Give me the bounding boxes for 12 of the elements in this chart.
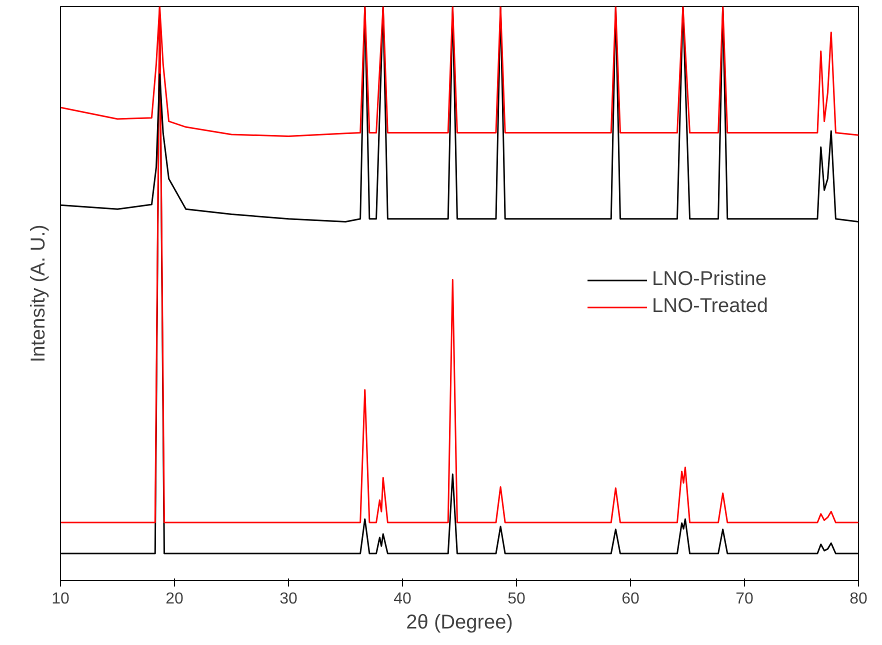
x-tick-label: 30: [280, 590, 298, 608]
y-axis-title: Intensity (A. U.): [28, 224, 50, 362]
x-tick-label: 40: [394, 590, 412, 608]
x-tick-label: 50: [508, 590, 526, 608]
x-tick-label: 80: [850, 590, 868, 608]
legend-label: LNO-Pristine: [652, 268, 767, 291]
legend-label: LNO-Treated: [652, 295, 768, 318]
x-axis-title: 2θ (Degree): [406, 612, 513, 634]
x-tick-label: 70: [736, 590, 754, 608]
x-tick-label: 20: [166, 590, 184, 608]
x-tick-label: 60: [622, 590, 640, 608]
x-tick-label: 10: [52, 590, 70, 608]
